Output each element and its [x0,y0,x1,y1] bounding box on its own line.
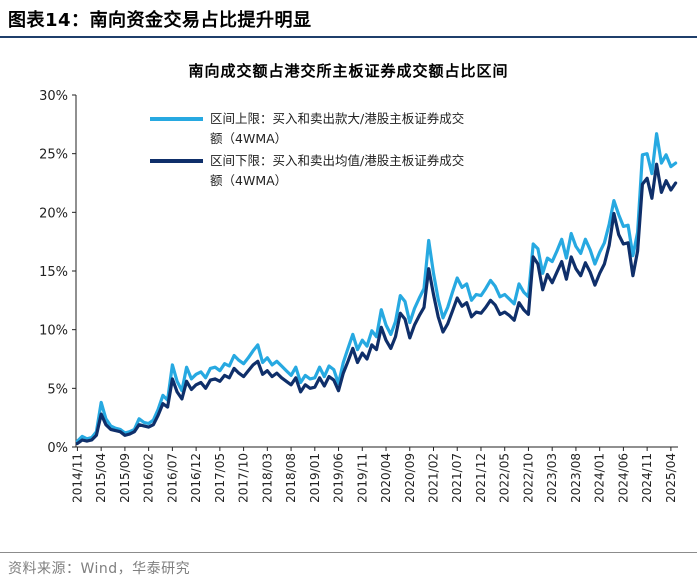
x-tick-label: 2017/10 [237,453,251,503]
x-tick-label: 2022/05 [498,453,512,503]
chart-axes [72,94,678,451]
x-tick-label: 2020/09 [403,453,417,503]
x-tick-label: 2018/03 [260,453,274,503]
x-tick-label: 2023/03 [545,453,559,503]
x-tick-label: 2016/07 [165,453,179,503]
series-line-lower [75,162,678,446]
header-rule [0,36,697,38]
chart-series [75,132,678,446]
x-tick-label: 2020/04 [379,453,393,503]
x-tick-label: 2019/01 [308,453,322,503]
series-line-upper [75,132,678,443]
x-tick-label: 2022/10 [521,453,535,503]
figure-label: 图表14： [8,10,90,31]
x-tick-label: 2021/07 [450,453,464,503]
chart-legend: 区间上限：买入和卖出款大/港股主板证券成交额（4WMA） 区间下限：买入和卖出均值… [150,111,464,188]
y-tick-label: 0% [47,441,68,456]
x-tick-label: 2024/01 [593,453,607,503]
x-tick-label: 2016/02 [142,453,156,503]
x-tick-label: 2015/04 [94,453,108,503]
y-tick-label: 30% [39,89,68,104]
figure-title: 图表14：南向资金交易占比提升明显 [8,6,312,32]
x-tick-label: 2023/08 [569,453,583,503]
y-tick-label: 25% [39,148,68,163]
y-tick-label: 15% [39,265,68,280]
y-tick-label: 5% [47,382,68,397]
x-tick-label: 2025/04 [664,453,678,503]
x-tick-label: 2015/09 [118,453,132,503]
footer-rule [0,552,697,553]
x-tick-label: 2014/11 [70,453,84,503]
x-tick-label: 2016/12 [189,453,203,503]
legend-label-upper: 区间上限：买入和卖出款大/港股主板证券成交额（4WMA） [210,111,464,146]
chart-title: 南向成交额占港交所主板证券成交额占比区间 [188,62,509,80]
figure-header: 图表14：南向资金交易占比提升明显 [0,0,697,38]
y-tick-label: 10% [39,324,68,339]
x-tick-label: 2021/12 [474,453,488,503]
x-tick-label: 2019/06 [332,453,346,503]
y-axis-tick-labels: 0% 5% 10% 15% 20% 25% 30% [39,89,68,456]
x-tick-label: 2024/11 [640,453,654,503]
x-tick-label: 2021/02 [426,453,440,503]
x-tick-label: 2017/05 [213,453,227,503]
x-axis-tick-labels: 2014/11 2015/04 2015/09 2016/02 2016/07 2016/… [70,453,677,503]
x-tick-label: 2024/06 [616,453,630,503]
x-tick-label: 2019/11 [355,453,369,503]
x-tick-label: 2018/08 [284,453,298,503]
figure-heading: 南向资金交易占比提升明显 [89,10,312,31]
y-tick-label: 20% [39,206,68,221]
legend-label-lower: 区间下限：买入和卖出均值/港股主板证券成交额（4WMA） [210,153,464,188]
source-note: 资料来源：Wind，华泰研究 [8,561,191,577]
